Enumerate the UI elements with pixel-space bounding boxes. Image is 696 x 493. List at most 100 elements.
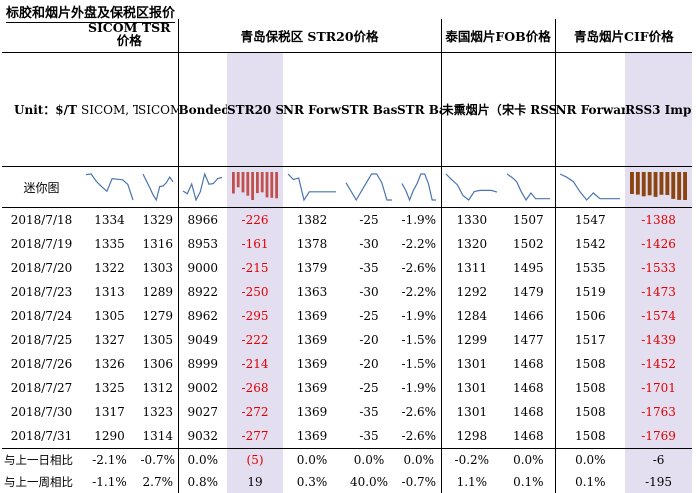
sparkline-line [507, 174, 550, 200]
cell-c3: 9000 [178, 256, 227, 280]
cell-c7: -1.9% [397, 376, 441, 400]
cell-c8: 1320 [441, 232, 502, 256]
cell-c1: 1334 [81, 208, 138, 233]
row-date: 2018/7/24 [2, 304, 81, 328]
cell-c9: 1468 [502, 352, 555, 376]
cell-c9: 1507 [502, 208, 555, 233]
sparkline-cell-c5 [283, 167, 341, 208]
sparkline-cell-c11 [625, 167, 692, 208]
sparkline-line [86, 174, 133, 200]
group-fob: 泰国烟片FOB价格 [441, 19, 555, 53]
cell-c8: 1284 [441, 304, 502, 328]
cell-c1: 1317 [81, 400, 138, 424]
summary-cell-c8: 1.1% [441, 471, 502, 493]
cell-c11: -1452 [625, 352, 692, 376]
group-cif: 青岛烟片CIF价格 [555, 19, 692, 53]
sparkline-cell-c8 [441, 167, 502, 208]
cell-c2: 1306 [138, 352, 178, 376]
cell-c11: -1533 [625, 256, 692, 280]
cell-c4: -268 [227, 376, 283, 400]
summary-cell-c10: 0.1% [555, 471, 625, 493]
sparkline-line [288, 174, 336, 200]
cell-c8: 1330 [441, 208, 502, 233]
sparkline-bar [237, 172, 240, 187]
summary-body: 与上一日相比-2.1%-0.7%0.0%(5)0.0%0.0%0.0%-0.2%… [2, 449, 692, 493]
cell-c10: 1517 [555, 328, 625, 352]
cell-c8: 1299 [441, 328, 502, 352]
header-sicom-1m: SICOM, TSR, 1M [81, 53, 138, 167]
cell-c2: 1305 [138, 328, 178, 352]
row-date: 2018/7/31 [2, 424, 81, 449]
cell-c9: 1468 [502, 376, 555, 400]
cell-c3: 9032 [178, 424, 227, 449]
row-date: 2018/7/19 [2, 232, 81, 256]
unit-label: Unit：$/T [2, 53, 81, 167]
cell-c2: 1279 [138, 304, 178, 328]
sparkline-line [560, 174, 620, 200]
cell-c2: 1323 [138, 400, 178, 424]
cell-c5: 1382 [283, 208, 341, 233]
sparkline-bar [648, 172, 652, 195]
sparkline-c10 [559, 172, 621, 202]
cell-c10: 1506 [555, 304, 625, 328]
summary-cell-c5: 0.3% [283, 471, 341, 493]
sparkline-c8 [445, 172, 498, 202]
cell-c9: 1479 [502, 280, 555, 304]
cell-c2: 1303 [138, 256, 178, 280]
sparkline-label: 迷你图 [2, 167, 81, 208]
summary-row: 与上一日相比-2.1%-0.7%0.0%(5)0.0%0.0%0.0%-0.2%… [2, 449, 692, 472]
summary-cell-c3: 0.0% [178, 449, 227, 472]
summary-cell-c6: 40.0% [341, 471, 397, 493]
group-header-row: SICOM TSR 价格 青岛保税区 STR20价格 泰国烟片FOB价格 青岛烟… [2, 19, 692, 53]
cell-c10: 1535 [555, 256, 625, 280]
cell-c1: 1305 [81, 304, 138, 328]
cell-c4: -222 [227, 328, 283, 352]
cell-c4: -226 [227, 208, 283, 233]
sparkline-bar [275, 172, 278, 198]
cell-c11: -1574 [625, 304, 692, 328]
cell-c11: -1473 [625, 280, 692, 304]
summary-cell-c11: -195 [625, 471, 692, 493]
cell-c6: -25 [341, 376, 397, 400]
cell-c8: 1298 [441, 424, 502, 449]
header-rss3-pnl: RSS3 Imp PnL (1M)（元/吨） [625, 53, 692, 167]
cell-c3: 9002 [178, 376, 227, 400]
cell-c7: -2.6% [397, 256, 441, 280]
cell-c6: -35 [341, 256, 397, 280]
header-nr-forward-cif: NR Forward Prices CIF@ QD (1M), [283, 53, 341, 167]
sparkline-cell-c4 [227, 167, 283, 208]
sparkline-line [143, 174, 173, 200]
cell-c7: -2.2% [397, 280, 441, 304]
row-date: 2018/7/27 [2, 376, 81, 400]
row-date: 2018/7/30 [2, 400, 81, 424]
sparkline-bar [232, 172, 235, 194]
cell-c2: 1289 [138, 280, 178, 304]
sparkline-bar [246, 172, 249, 196]
cell-c9: 1502 [502, 232, 555, 256]
cell-c6: -20 [341, 352, 397, 376]
sparkline-cell-c3 [178, 167, 227, 208]
sparkline-c1 [85, 172, 134, 202]
header-sicom-2m: SICOM,TSR, 2M [138, 53, 178, 167]
row-date: 2018/7/26 [2, 352, 81, 376]
sparkline-bar [270, 172, 273, 198]
cell-c4: -250 [227, 280, 283, 304]
cell-c1: 1335 [81, 232, 138, 256]
cell-c5: 1369 [283, 328, 341, 352]
sparkline-cell-c9 [502, 167, 555, 208]
sparkline-bar [261, 172, 264, 192]
cell-c3: 8962 [178, 304, 227, 328]
sparkline-c5 [287, 172, 337, 202]
cell-c8: 1301 [441, 352, 502, 376]
sparkline-c2 [142, 172, 174, 202]
cell-c2: 1312 [138, 376, 178, 400]
summary-cell-c1: -2.1% [81, 449, 138, 472]
summary-cell-c7: 0.0% [397, 449, 441, 472]
cell-c8: 1301 [441, 400, 502, 424]
summary-cell-c6: 0.0% [341, 449, 397, 472]
group-sicom: SICOM TSR 价格 [81, 19, 178, 53]
cell-c7: -2.6% [397, 424, 441, 449]
